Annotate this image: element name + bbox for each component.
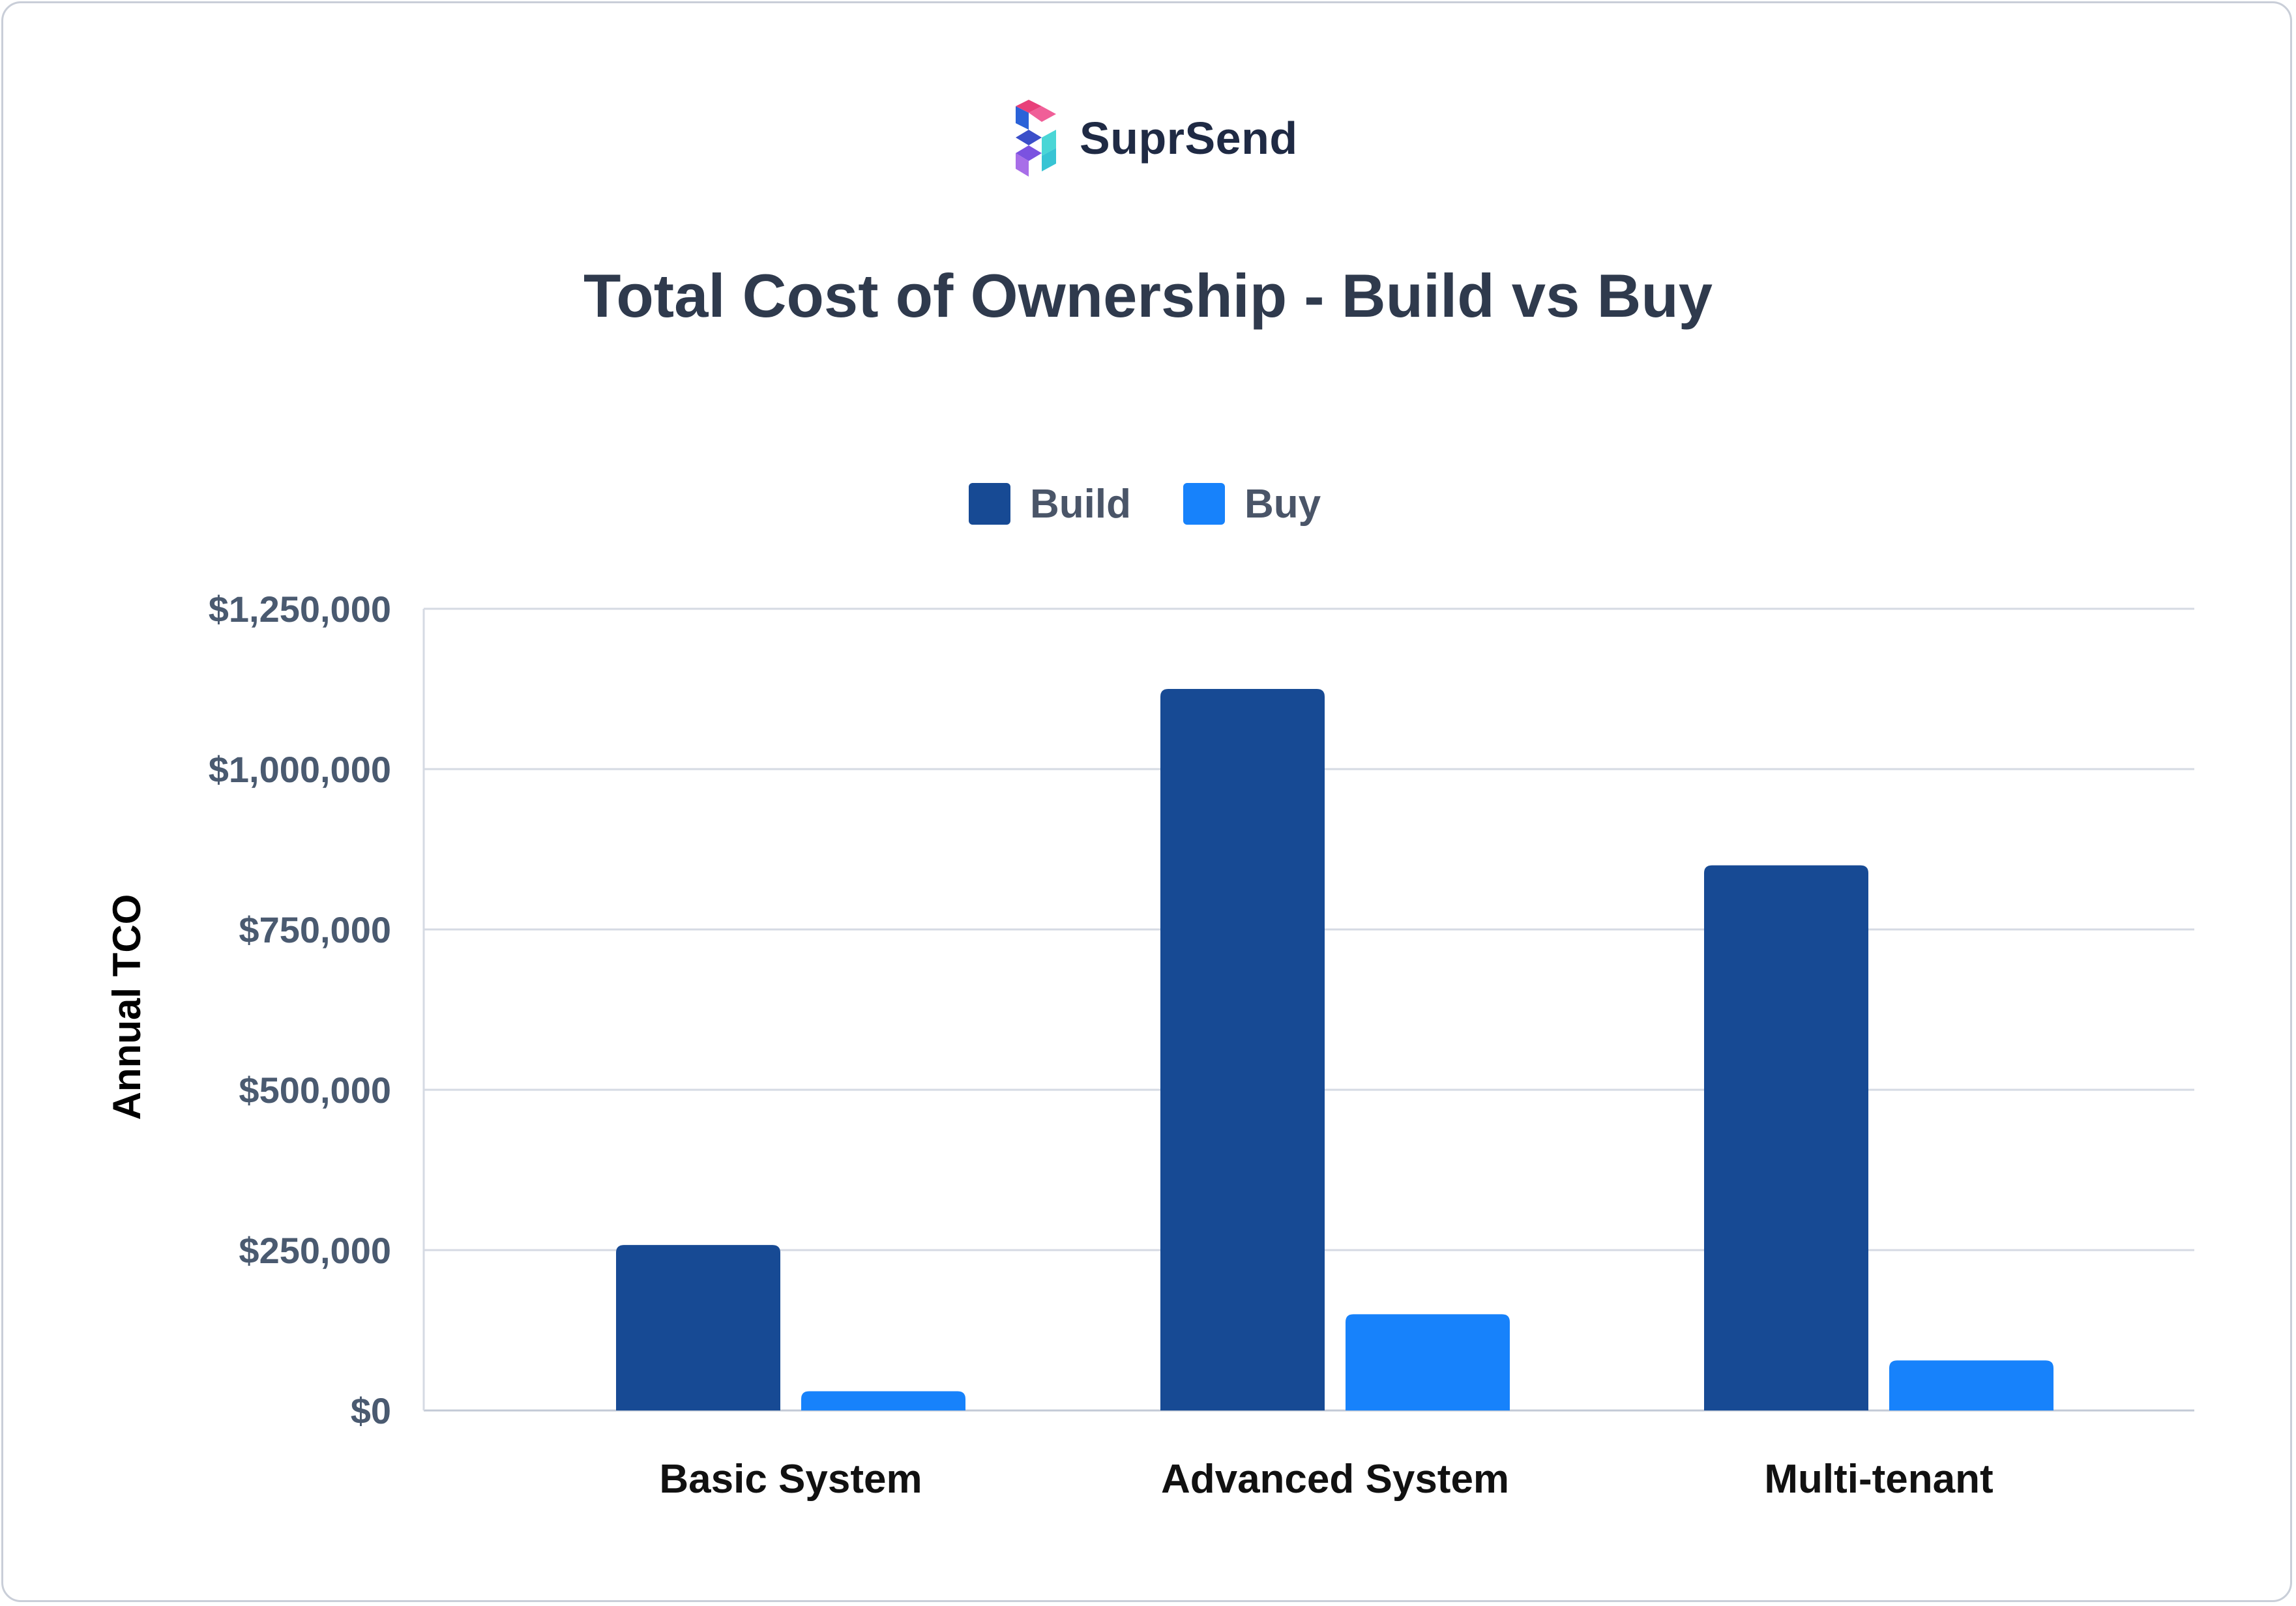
bar-build-1 — [1160, 689, 1325, 1410]
x-tick-labels: Basic System Advanced System Multi-tenant — [659, 1457, 1993, 1502]
brand-logo: SuprSend — [1009, 99, 1298, 177]
legend-swatch-buy — [1183, 483, 1225, 525]
y-tick-label: $1,250,000 — [209, 589, 391, 630]
suprsend-logo-icon — [1016, 100, 1056, 177]
legend-item-build: Build — [969, 481, 1131, 527]
chart-legend: Build Buy — [969, 481, 1373, 527]
legend-label-buy: Buy — [1244, 481, 1321, 527]
y-tick-label: $750,000 — [239, 909, 391, 950]
x-tick-label: Advanced System — [1161, 1457, 1509, 1502]
y-tick-labels: $0 $250,000 $500,000 $750,000 $1,000,000 $1,2… — [209, 589, 391, 1431]
x-tick-label: Multi-tenant — [1764, 1457, 1993, 1502]
x-tick-label: Basic System — [659, 1457, 922, 1502]
y-tick-label: $250,000 — [239, 1230, 391, 1271]
bars — [616, 689, 2053, 1410]
bar-buy-0 — [801, 1391, 965, 1410]
y-axis-label: Annual TCO — [105, 894, 149, 1120]
bar-build-2 — [1704, 865, 1868, 1410]
chart-title: Total Cost of Ownership - Build vs Buy — [583, 261, 1713, 330]
y-tick-label: $1,000,000 — [209, 749, 391, 790]
legend-swatch-build — [969, 483, 1010, 525]
bar-buy-2 — [1889, 1360, 2053, 1410]
legend-item-buy: Buy — [1183, 481, 1321, 527]
brand-name: SuprSend — [1080, 113, 1298, 164]
y-tick-label: $500,000 — [239, 1070, 391, 1111]
bar-buy-1 — [1346, 1314, 1510, 1410]
legend-label-build: Build — [1030, 481, 1131, 527]
y-tick-label: $0 — [351, 1390, 391, 1431]
bar-build-0 — [616, 1245, 780, 1410]
